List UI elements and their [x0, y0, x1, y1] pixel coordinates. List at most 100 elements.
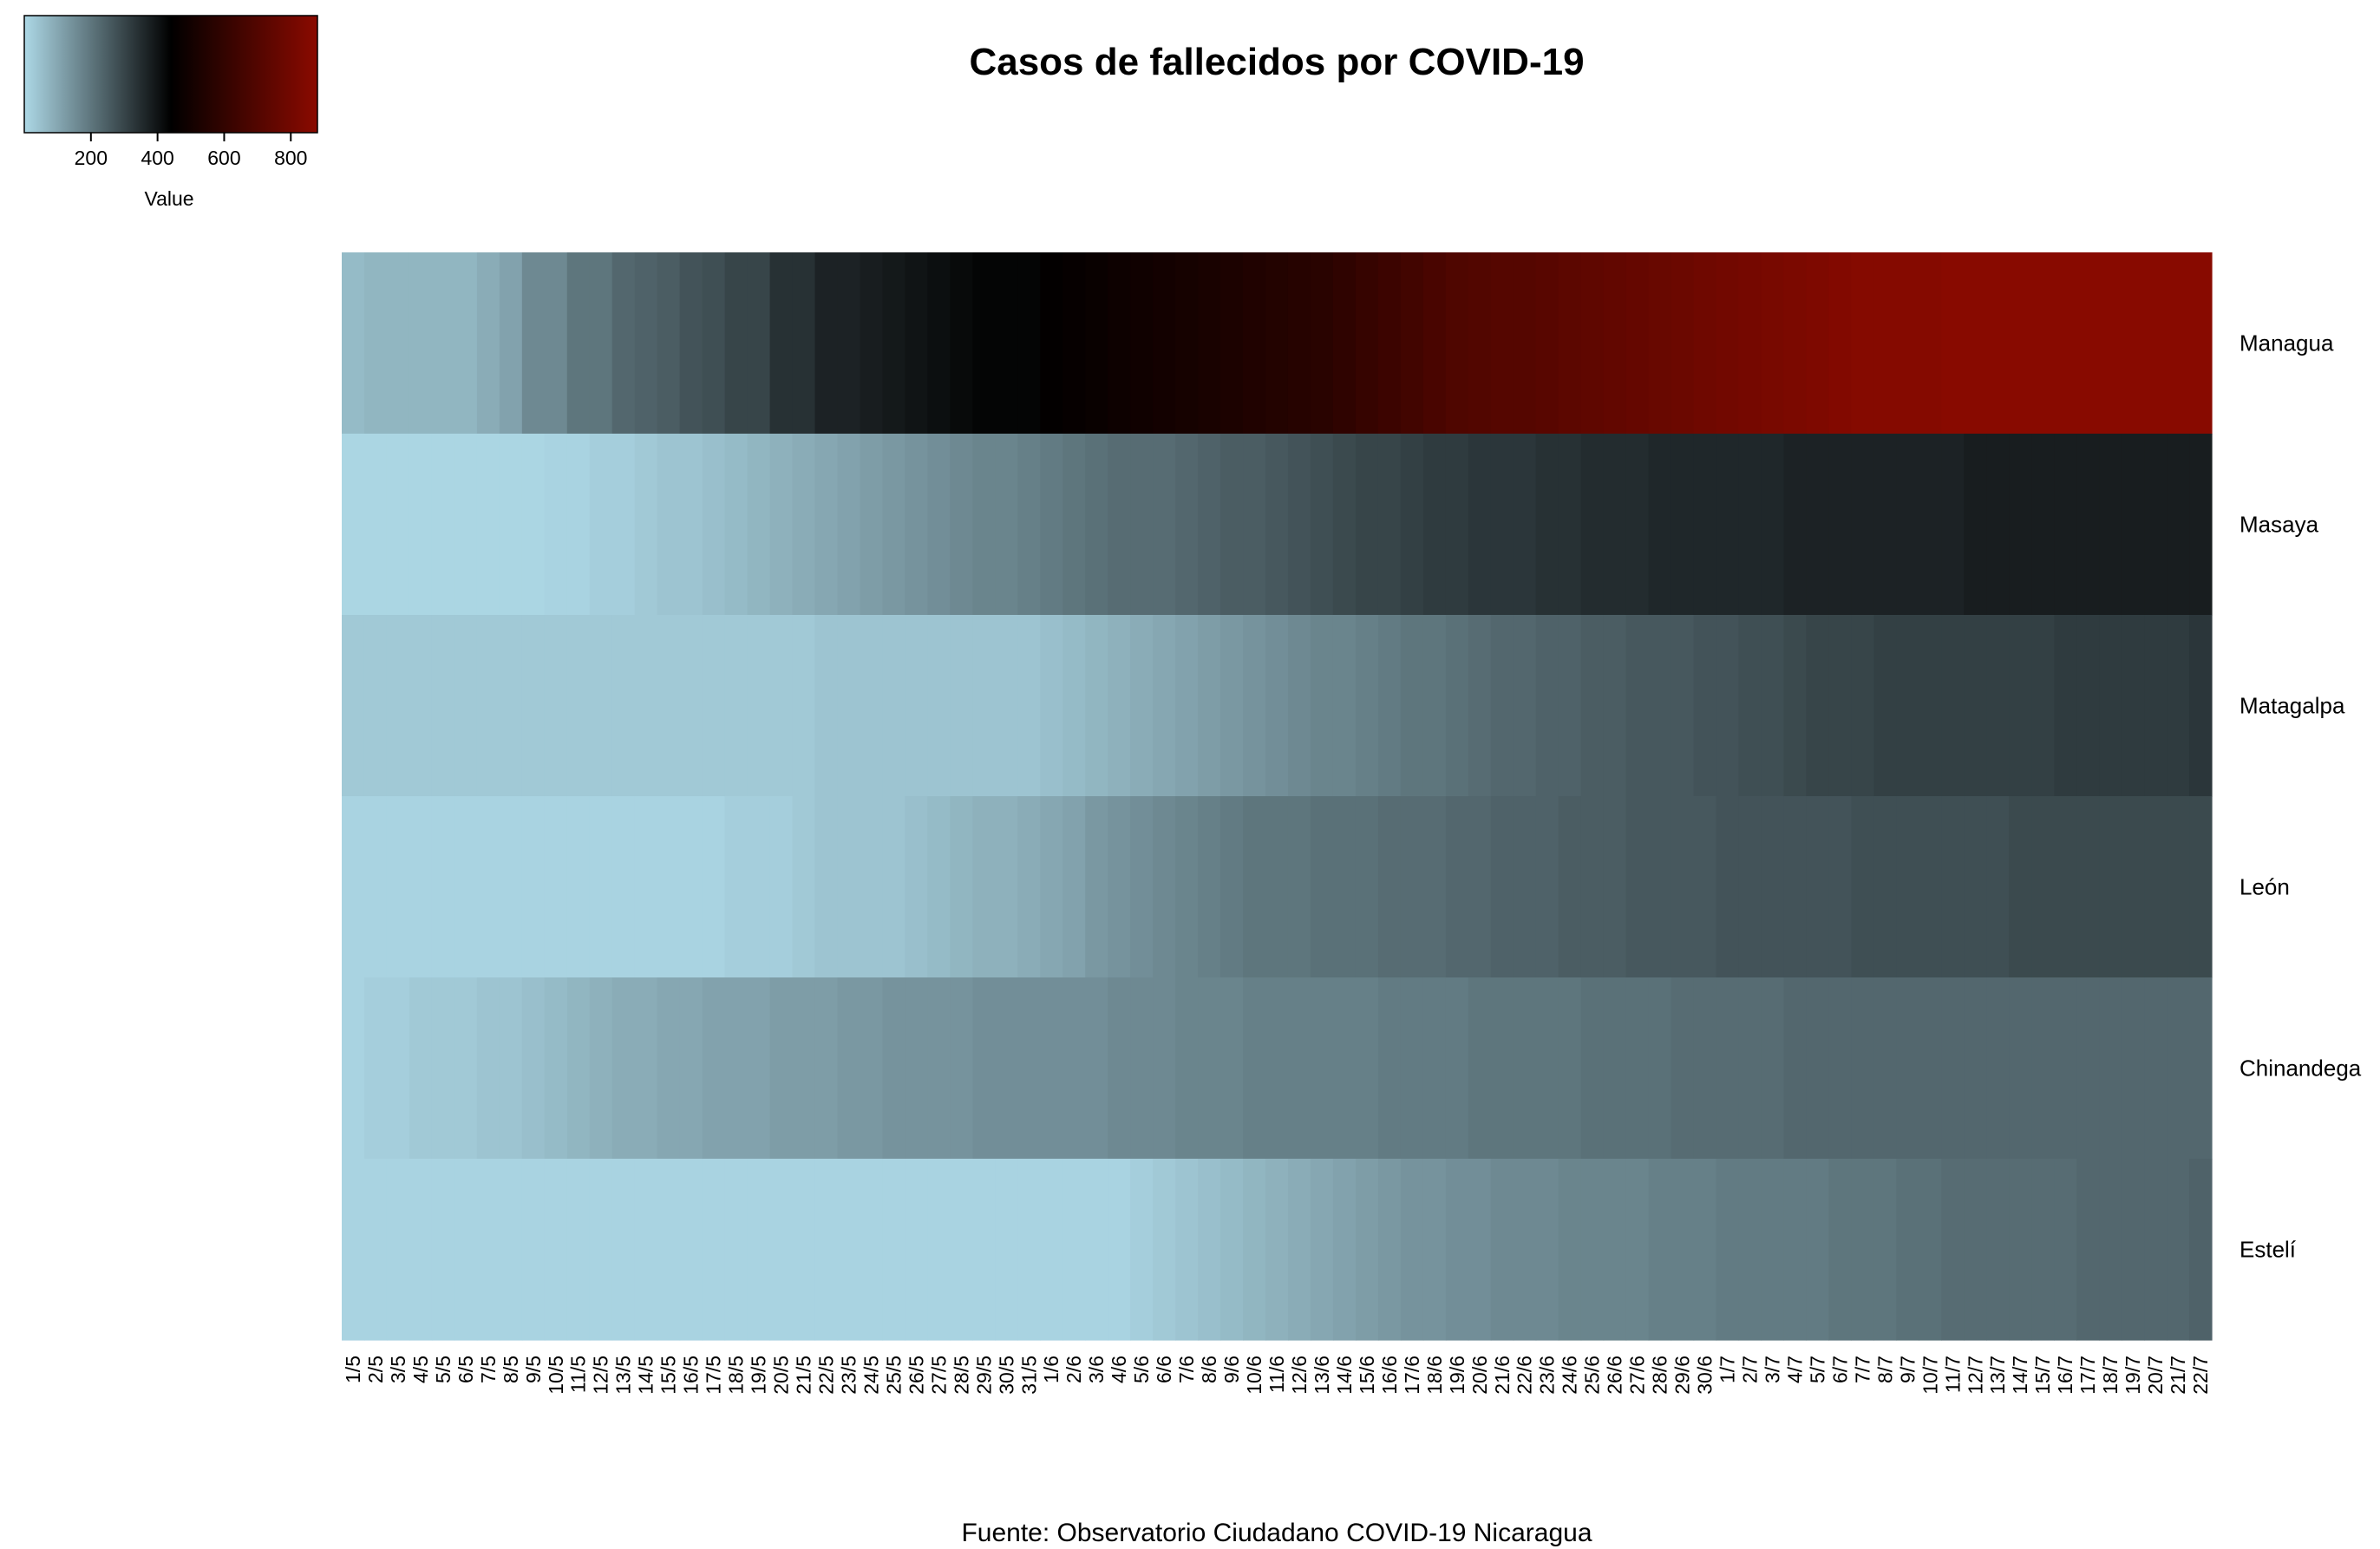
heatmap-cell [1896, 977, 1919, 1160]
heatmap-cell [972, 615, 996, 797]
heatmap-cell [1828, 1159, 1852, 1341]
heatmap-cell [2009, 796, 2032, 978]
heatmap-cell [2031, 977, 2055, 1160]
heatmap-cell [544, 1159, 568, 1341]
heatmap-cell [1422, 252, 1447, 435]
heatmap-cell [1445, 252, 1469, 435]
heatmap-cell [1175, 252, 1199, 435]
color-key-tick-label: 200 [75, 147, 108, 169]
column-label: 22/7 [2189, 1356, 2212, 1395]
heatmap-cell [342, 977, 365, 1160]
heatmap-cell [1310, 1159, 1334, 1341]
heatmap-cell [724, 615, 749, 797]
heatmap-cell [2144, 434, 2168, 616]
heatmap-cell [1175, 615, 1199, 797]
heatmap-cell [1625, 252, 1650, 435]
heatmap-cell [1919, 434, 1942, 616]
heatmap-cell [2099, 434, 2122, 616]
heatmap-cell [1964, 796, 1987, 978]
heatmap-cell [2099, 977, 2122, 1160]
heatmap-cell [476, 434, 500, 616]
heatmap-cell [1040, 434, 1063, 616]
heatmap-cell [1017, 1159, 1041, 1341]
heatmap-cell [882, 252, 906, 435]
heatmap-cell [702, 434, 726, 616]
column-label: 24/6 [1559, 1356, 1581, 1395]
heatmap-cell [1580, 977, 1605, 1160]
heatmap-cell [566, 796, 591, 978]
heatmap-cell [1332, 977, 1357, 1160]
heatmap-cell [363, 1159, 388, 1341]
heatmap-cell [1941, 977, 1965, 1160]
heatmap-cell [2076, 977, 2100, 1160]
heatmap-cell [1287, 252, 1311, 435]
heatmap-cell [1040, 1159, 1063, 1341]
heatmap-cell [2167, 252, 2190, 435]
heatmap-cell [1851, 434, 1874, 616]
heatmap-cell [679, 1159, 703, 1341]
heatmap-cell [769, 252, 794, 435]
heatmap-cell [1198, 615, 1221, 797]
heatmap-cell [1017, 615, 1041, 797]
column-label: 5/6 [1130, 1356, 1153, 1383]
heatmap-cell [521, 796, 546, 978]
heatmap-cell [1017, 977, 1041, 1160]
heatmap-cell [1603, 434, 1627, 616]
heatmap-cell [657, 252, 681, 435]
heatmap-cell [1964, 434, 1987, 616]
heatmap-cell [950, 615, 973, 797]
heatmap-cell [409, 1159, 433, 1341]
heatmap-cell [1580, 434, 1605, 616]
column-label: 16/5 [680, 1356, 703, 1395]
column-label: 28/6 [1649, 1356, 1671, 1395]
heatmap-cell [1964, 252, 1987, 435]
heatmap-cell [837, 434, 861, 616]
column-label: 7/6 [1175, 1356, 1198, 1383]
heatmap-cell [702, 252, 726, 435]
heatmap-cell [2076, 615, 2100, 797]
heatmap-cell [2189, 252, 2213, 435]
column-label: 15/6 [1356, 1356, 1378, 1395]
column-label: 4/5 [409, 1356, 432, 1383]
heatmap-cell [860, 1159, 884, 1341]
heatmap-cell [1986, 252, 2010, 435]
column-label: 14/7 [2009, 1356, 2031, 1395]
column-label: 9/7 [1896, 1356, 1919, 1383]
column-label: 10/5 [545, 1356, 567, 1395]
heatmap-cell [679, 434, 703, 616]
heatmap-cell [1671, 1159, 1695, 1341]
column-labels: 1/5 2/5 3/5 4/5 5/5 6/5 7/5 8/5 9/5 10/5 11/5 12/5 1… [342, 1356, 2212, 1395]
heatmap-cell [1941, 434, 1965, 616]
heatmap-cell [1310, 977, 1334, 1160]
heatmap-cell [972, 434, 996, 616]
heatmap-cell [1558, 796, 1582, 978]
column-label: 21/5 [793, 1356, 815, 1395]
heatmap-cell [1648, 796, 1672, 978]
column-label: 25/6 [1581, 1356, 1604, 1395]
heatmap-cell [1896, 615, 1919, 797]
heatmap-cell [476, 1159, 500, 1341]
heatmap-cell [1603, 977, 1627, 1160]
heatmap-cell [1806, 977, 1830, 1160]
heatmap-cell [1828, 252, 1852, 435]
heatmap-cell [1243, 1159, 1266, 1341]
heatmap-cell [1783, 615, 1808, 797]
heatmap-cell [2099, 252, 2122, 435]
heatmap-cell [2009, 434, 2032, 616]
heatmap-cell [566, 977, 591, 1160]
heatmap-cell [1919, 1159, 1942, 1341]
heatmap-cell [1671, 796, 1695, 978]
heatmap-cell [1535, 1159, 1559, 1341]
heatmap-cell [1220, 1159, 1244, 1341]
heatmap-cell [1783, 977, 1808, 1160]
heatmap-cell [544, 977, 568, 1160]
heatmap-cell [2009, 977, 2032, 1160]
color-key-tick-label: 400 [141, 147, 173, 169]
heatmap-cell [1671, 977, 1695, 1160]
column-label: 16/6 [1378, 1356, 1401, 1395]
heatmap-cell [1153, 796, 1176, 978]
column-label: 13/7 [1986, 1356, 2009, 1395]
heatmap-cell [927, 796, 951, 978]
heatmap-cell [1332, 796, 1357, 978]
heatmap-cell [454, 796, 478, 978]
